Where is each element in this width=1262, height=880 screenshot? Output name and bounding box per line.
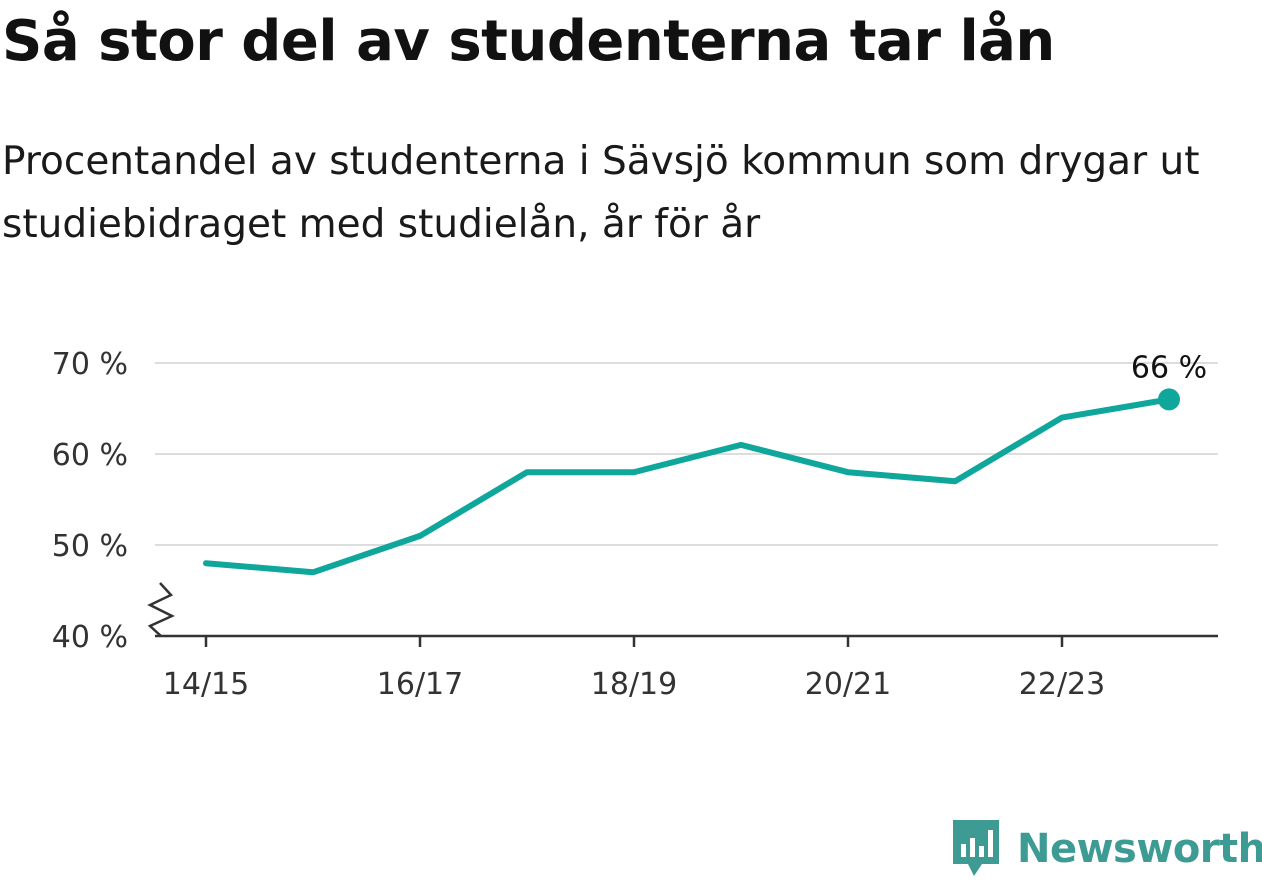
end-point-marker	[1158, 388, 1180, 411]
grid-lines	[155, 362, 1218, 546]
x-axis	[155, 634, 1218, 647]
x-tick-label: 20/21	[805, 667, 891, 702]
chart-subtitle: Procentandel av studenterna i Sävsjö kom…	[2, 139, 1200, 247]
y-axis-labels: 40 % 50 % 60 % 70 %	[52, 347, 128, 655]
x-tick-label: 16/17	[377, 667, 463, 702]
newsworthy-logo-icon	[953, 820, 999, 876]
annotations: 66 %	[1131, 350, 1207, 385]
series-line	[203, 396, 1172, 576]
x-tick-label: 18/19	[591, 667, 677, 702]
axis-break-zigzag	[147, 582, 175, 637]
newsworthy-logo: Newsworthy	[951, 818, 1262, 880]
y-tick-label: 70 %	[52, 347, 128, 382]
x-axis-labels: 14/15 16/17 18/19 20/21 22/23	[163, 667, 1105, 702]
series-layer	[203, 388, 1180, 576]
chart-title: Så stor del av studenterna tar lån	[2, 9, 1055, 74]
end-value-label: 66 %	[1131, 350, 1207, 385]
x-tick-label: 14/15	[163, 667, 249, 702]
y-tick-label: 60 %	[52, 438, 128, 473]
brand-name: Newsworthy	[1017, 826, 1262, 872]
y-tick-label: 50 %	[52, 529, 128, 564]
y-axis-break	[147, 582, 175, 637]
x-tick-label: 22/23	[1019, 667, 1105, 702]
y-tick-label: 40 %	[52, 620, 128, 655]
